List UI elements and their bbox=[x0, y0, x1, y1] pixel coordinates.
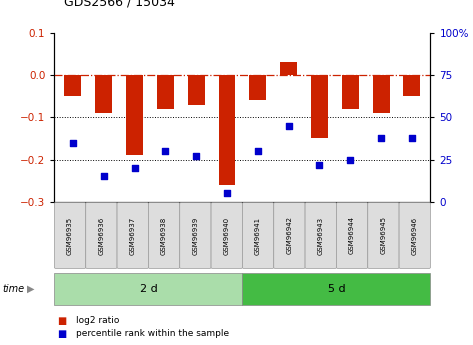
Bar bbox=[219, 75, 236, 185]
Point bbox=[347, 157, 354, 162]
Text: GSM96939: GSM96939 bbox=[193, 216, 198, 255]
Point bbox=[69, 140, 77, 146]
Text: GSM96943: GSM96943 bbox=[318, 216, 324, 255]
Bar bbox=[126, 75, 143, 155]
Bar bbox=[403, 75, 420, 96]
Text: GSM96937: GSM96937 bbox=[130, 216, 136, 255]
Text: 2 d: 2 d bbox=[140, 284, 158, 294]
Text: time: time bbox=[2, 284, 25, 294]
Point bbox=[315, 162, 323, 167]
Text: GSM96940: GSM96940 bbox=[224, 216, 230, 255]
Bar bbox=[280, 62, 297, 75]
Point bbox=[162, 148, 169, 154]
Text: GSM96945: GSM96945 bbox=[380, 216, 386, 255]
Bar bbox=[373, 75, 390, 113]
Text: GSM96936: GSM96936 bbox=[98, 216, 105, 255]
Text: GSM96938: GSM96938 bbox=[161, 216, 167, 255]
Text: GSM96946: GSM96946 bbox=[412, 216, 418, 255]
Text: ■: ■ bbox=[57, 316, 66, 326]
Text: GSM96944: GSM96944 bbox=[349, 216, 355, 255]
Bar bbox=[95, 75, 112, 113]
Bar bbox=[157, 75, 174, 109]
Text: ■: ■ bbox=[57, 329, 66, 339]
Point bbox=[377, 135, 385, 140]
Text: GSM96942: GSM96942 bbox=[287, 216, 292, 255]
Text: ▶: ▶ bbox=[27, 284, 35, 294]
Text: GSM96941: GSM96941 bbox=[255, 216, 261, 255]
Text: log2 ratio: log2 ratio bbox=[76, 316, 119, 325]
Bar bbox=[64, 75, 81, 96]
Point bbox=[131, 165, 138, 171]
Point bbox=[193, 154, 200, 159]
Point bbox=[100, 174, 107, 179]
Text: GDS2566 / 15034: GDS2566 / 15034 bbox=[64, 0, 175, 9]
Point bbox=[285, 123, 292, 129]
Text: GSM96935: GSM96935 bbox=[67, 216, 73, 255]
Point bbox=[254, 148, 262, 154]
Bar bbox=[188, 75, 205, 105]
Point bbox=[223, 191, 231, 196]
Bar bbox=[311, 75, 328, 138]
Bar bbox=[249, 75, 266, 100]
Point bbox=[408, 135, 416, 140]
Text: 5 d: 5 d bbox=[328, 284, 345, 294]
Bar bbox=[342, 75, 359, 109]
Text: percentile rank within the sample: percentile rank within the sample bbox=[76, 329, 229, 338]
